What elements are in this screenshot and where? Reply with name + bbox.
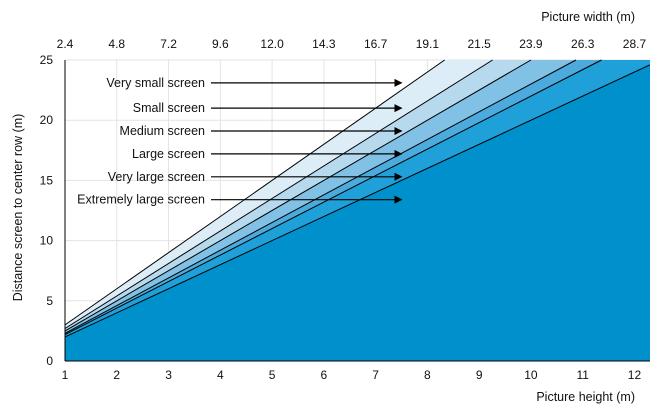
area-band-6 <box>65 64 650 361</box>
top-tick-label: 23.9 <box>519 37 543 51</box>
y-tick-label: 25 <box>40 53 54 67</box>
series-label: Large screen <box>132 147 205 161</box>
top-tick-label: 4.8 <box>108 37 125 51</box>
x-tick-label: 5 <box>269 368 276 382</box>
boundary-lines <box>64 59 650 338</box>
y-tick-label: 0 <box>46 354 53 368</box>
series-label: Very large screen <box>108 170 205 184</box>
x-tick-label: 11 <box>576 368 589 382</box>
boundary-line-1 <box>64 59 445 326</box>
top-tick-label: 14.3 <box>312 37 336 51</box>
x-tick-label: 2 <box>113 368 120 382</box>
x-axis-title: Picture height (m) <box>536 390 635 404</box>
x-tick-label: 1 <box>62 368 69 382</box>
y-tick-label: 20 <box>40 113 54 127</box>
x-tick-label: 8 <box>424 368 431 382</box>
boundary-line-4 <box>64 59 577 334</box>
boundary-line-3 <box>64 59 532 332</box>
series-label: Very small screen <box>106 76 205 90</box>
top-tick-label: 12.0 <box>260 37 284 51</box>
top-tick-label: 16.7 <box>364 37 388 51</box>
x-tick-label: 12 <box>628 368 642 382</box>
y-axis-title: Distance screen to center row (m) <box>11 114 25 302</box>
y-tick-label: 10 <box>40 234 54 248</box>
y-tick-label: 5 <box>46 294 53 308</box>
boundary-line-5 <box>64 59 602 335</box>
top-tick-label: 19.1 <box>416 37 440 51</box>
x-tick-label: 6 <box>321 368 328 382</box>
boundary-line-6 <box>64 64 650 338</box>
x-tick-label: 7 <box>372 368 379 382</box>
top-tick-label: 7.2 <box>160 37 177 51</box>
boundary-line-2 <box>64 59 493 329</box>
screen-size-bands <box>65 60 650 361</box>
x-tick-label: 9 <box>476 368 483 382</box>
top-tick-label: 9.6 <box>212 37 229 51</box>
top-tick-label: 26.3 <box>571 37 595 51</box>
x-tick-label: 4 <box>217 368 224 382</box>
series-label: Medium screen <box>120 124 205 138</box>
series-label: Extremely large screen <box>77 193 205 207</box>
top-tick-label: 2.4 <box>57 37 74 51</box>
annotations: Very small screen Small screen Medium scre… <box>77 76 403 207</box>
x-tick-label: 3 <box>165 368 172 382</box>
series-label: Small screen <box>133 101 205 115</box>
y-tick-label: 15 <box>40 173 54 187</box>
top-tick-label: 28.7 <box>623 37 647 51</box>
top-axis-title: Picture width (m) <box>541 10 635 24</box>
top-tick-label: 21.5 <box>467 37 491 51</box>
x-tick-label: 10 <box>524 368 538 382</box>
